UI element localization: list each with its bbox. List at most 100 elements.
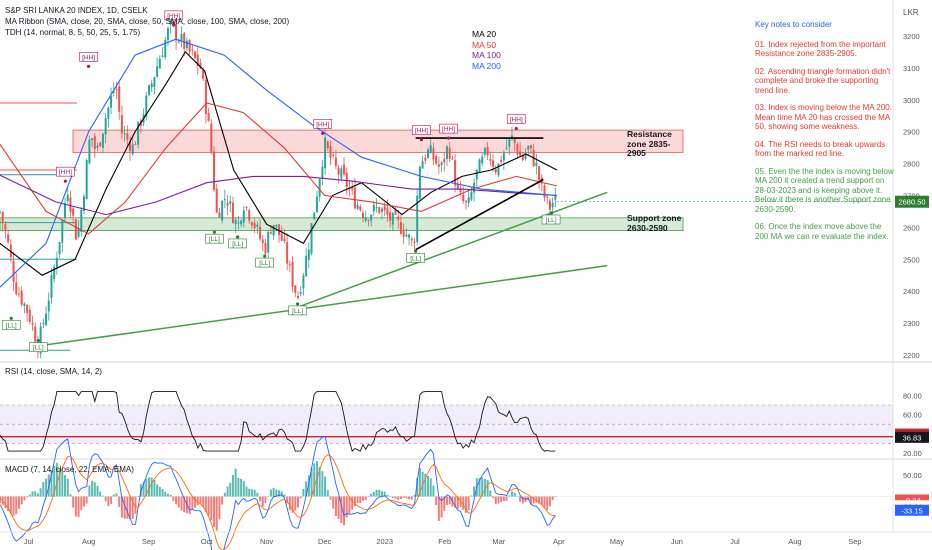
- candle-body: [478, 159, 481, 173]
- candle-body: [329, 145, 332, 158]
- candle-body: [7, 234, 10, 242]
- candle-body: [511, 135, 514, 138]
- macd-histogram-bar: [288, 496, 291, 511]
- macd-histogram-bar: [356, 496, 359, 504]
- candle-body: [494, 168, 497, 173]
- macd-histogram-bar: [93, 482, 96, 497]
- resistance-zone-label: Resistance zone 2835-2905: [627, 129, 672, 158]
- candle-body: [364, 217, 367, 221]
- macd-histogram-bar: [77, 496, 80, 518]
- candle-body: [112, 90, 115, 93]
- candle-body: [521, 155, 524, 161]
- pattern-label-box: [406, 253, 425, 263]
- macd-histogram-bar: [483, 479, 486, 497]
- price-axis-tick: 3100: [903, 64, 920, 73]
- ma-legend-item-20: MA 20: [472, 29, 497, 39]
- macd-histogram-bar: [110, 496, 113, 504]
- macd-histogram-bar: [370, 493, 373, 497]
- moving-average-ma20: [0, 51, 558, 276]
- macd-histogram-bar: [180, 496, 183, 511]
- support-zone-label: Support zone 2630-2590: [627, 213, 682, 233]
- macd-histogram-bar: [177, 496, 180, 508]
- macd-histogram-bar: [234, 468, 237, 497]
- macd-histogram-bar: [23, 496, 26, 501]
- candle-body: [153, 77, 156, 88]
- candle-body: [548, 200, 551, 210]
- macd-histogram-bar: [120, 496, 123, 518]
- candle-body: [383, 205, 386, 210]
- candle-body: [234, 219, 237, 225]
- pattern-marker-hh: [87, 64, 91, 68]
- macd-histogram-bar: [112, 494, 115, 497]
- pattern-marker-ll: [36, 339, 40, 343]
- macd-histogram-bar: [253, 489, 256, 497]
- candle-body: [372, 204, 375, 212]
- rsi-axis-tick: 60.00: [903, 411, 922, 420]
- candle-body: [199, 62, 202, 69]
- macd-histogram-bar: [20, 496, 23, 505]
- candle-body: [20, 290, 23, 305]
- candle-body: [88, 139, 91, 164]
- price-axis-tick: 2200: [903, 351, 920, 360]
- ma-legend-item-200: MA 200: [472, 60, 501, 71]
- macd-line: [0, 436, 556, 550]
- macd-histogram-bar: [481, 477, 484, 497]
- candle-body: [267, 231, 270, 253]
- pattern-label-box: [439, 123, 458, 134]
- trendline-support-long: [42, 264, 608, 347]
- macd-histogram-bar: [329, 496, 332, 500]
- macd-histogram-bar: [231, 474, 234, 497]
- macd-signal-badge: [895, 504, 929, 516]
- candle-body: [42, 322, 45, 324]
- macd-histogram-bar: [107, 496, 110, 507]
- candle-body: [118, 86, 121, 112]
- candle-body: [50, 275, 53, 298]
- macd-histogram-bar: [286, 496, 289, 504]
- candle-body: [413, 241, 416, 243]
- macd-signal-line: [0, 454, 556, 550]
- candle-body: [45, 313, 48, 326]
- candle-body: [264, 242, 267, 254]
- candle-body: [245, 206, 248, 208]
- candle-body: [64, 203, 67, 218]
- macd-histogram-bar: [82, 496, 85, 507]
- candle-body: [296, 295, 299, 298]
- candle-body: [147, 85, 150, 95]
- macd-histogram-bar: [137, 496, 140, 497]
- pattern-label-hh: [HH]: [316, 121, 329, 128]
- candle-body: [110, 96, 113, 108]
- candle-body: [256, 224, 259, 227]
- macd-histogram-bar: [42, 482, 45, 497]
- candle-body: [242, 210, 245, 223]
- macd-histogram-bar: [161, 489, 164, 497]
- candle-body: [418, 166, 421, 199]
- macd-histogram-bar: [516, 496, 519, 497]
- candle-body: [150, 83, 153, 88]
- currency-label: LKR: [903, 8, 919, 17]
- pattern-label-ll: [LL]: [33, 345, 44, 352]
- candle-body: [451, 158, 454, 160]
- macd-histogram-bar: [413, 495, 416, 497]
- macd-histogram-bar: [221, 496, 224, 505]
- candle-body: [334, 157, 337, 166]
- pattern-label-ll: [LL]: [546, 217, 557, 224]
- candle-body: [275, 224, 278, 227]
- candle-body: [15, 282, 18, 294]
- macd-histogram-bar: [61, 471, 64, 497]
- rsi-line: [0, 391, 556, 452]
- macd-histogram-bar: [353, 496, 356, 507]
- candle-body: [402, 230, 405, 237]
- time-axis-tick: 2023: [376, 537, 393, 546]
- pattern-marker-ll: [9, 316, 13, 320]
- macd-histogram-bar: [147, 477, 150, 497]
- time-axis-tick: Dec: [318, 537, 332, 546]
- macd-histogram-bar: [332, 496, 335, 509]
- macd-histogram-bar: [55, 462, 58, 497]
- candle-body: [215, 188, 218, 213]
- candle-body: [343, 164, 346, 175]
- candle-body: [39, 326, 42, 354]
- moving-average-ma200: [0, 38, 557, 288]
- candle-body: [185, 40, 188, 49]
- macd-histogram-bar: [427, 476, 430, 497]
- macd-histogram-bar: [118, 496, 121, 507]
